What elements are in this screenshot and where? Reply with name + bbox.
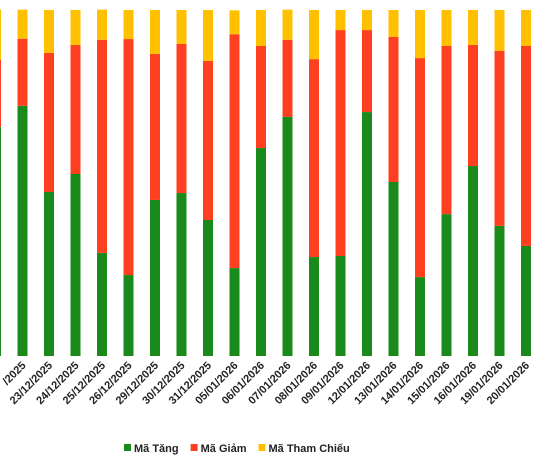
bar-segment <box>335 30 346 257</box>
bar-segment <box>70 44 81 175</box>
bar-segment <box>494 225 505 356</box>
bar-segment <box>176 193 187 356</box>
bar-segment <box>494 50 505 226</box>
bar-segment <box>70 174 81 356</box>
bar-segment <box>70 10 81 45</box>
bar-segment <box>388 10 399 37</box>
bar-segment <box>335 256 346 356</box>
bar-segment <box>521 10 531 46</box>
bar-segment <box>203 10 213 61</box>
bar-segment <box>282 39 293 117</box>
bar-segment <box>256 148 266 356</box>
bar-segment <box>44 52 54 192</box>
bar-segment <box>203 220 213 356</box>
bar-segment <box>441 214 452 356</box>
bar-segment <box>229 268 240 356</box>
bar-segment <box>282 9 293 40</box>
bar-segment <box>97 9 107 40</box>
bar-segment <box>468 166 478 356</box>
bar-segment <box>415 58 425 278</box>
bar-segment <box>521 45 531 246</box>
bar-segment <box>388 181 399 356</box>
bar-segment <box>415 277 425 356</box>
bar-segment <box>176 43 187 194</box>
bar-segment <box>388 36 399 182</box>
bar-segment <box>309 257 319 356</box>
legend-label: Mã Tăng <box>134 443 179 455</box>
bar-segment <box>282 116 293 356</box>
bar-segment <box>256 45 266 149</box>
bar-segment <box>362 112 372 356</box>
bar-segment <box>17 9 28 39</box>
bar-segment <box>256 10 266 46</box>
bar-segment <box>17 105 28 356</box>
legend-label: Mã Tham Chiếu <box>268 443 349 455</box>
bar-segment <box>150 53 160 200</box>
bar-segment <box>44 10 54 53</box>
bar-segment <box>468 10 478 45</box>
bar-segment <box>521 245 531 356</box>
bar-segment <box>123 10 134 40</box>
bar-segment <box>0 59 1 127</box>
bar-segment <box>123 275 134 356</box>
bar-segment <box>362 30 372 113</box>
legend-swatch <box>258 444 266 451</box>
bar-segment <box>229 34 240 269</box>
bar-segment <box>335 10 346 31</box>
bar-segment <box>309 10 319 60</box>
bar-segment <box>415 10 425 59</box>
bar-segment <box>0 126 1 356</box>
bar-segment <box>150 199 160 356</box>
bar-segment <box>494 10 505 51</box>
bar-segment <box>203 60 213 221</box>
bar-segment <box>97 252 107 356</box>
bar-segment <box>468 44 478 167</box>
bar-segment <box>229 10 240 35</box>
bar-segment <box>123 39 134 276</box>
bar-segment <box>441 10 452 46</box>
bar-segment <box>0 9 1 60</box>
bar-segment <box>17 38 28 106</box>
bar-segment <box>97 39 107 253</box>
bar-segment <box>150 10 160 54</box>
legend-swatch <box>190 444 198 451</box>
bar-segment <box>44 191 54 356</box>
bar-segment <box>176 10 187 44</box>
legend-label: Mã Giảm <box>201 443 247 455</box>
legend-swatch <box>124 444 131 451</box>
bar-segment <box>441 45 452 215</box>
bar-segment <box>309 59 319 258</box>
bar-segment <box>362 10 372 31</box>
